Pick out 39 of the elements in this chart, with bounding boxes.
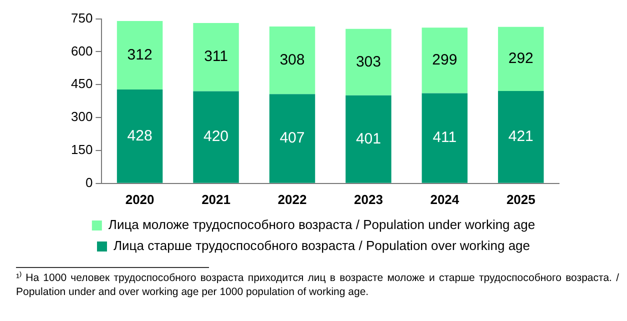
y-tick-label: 150 xyxy=(70,142,93,158)
bar xyxy=(269,94,316,183)
bar xyxy=(193,22,239,92)
data-label: 401 xyxy=(356,130,381,148)
data-label: 312 xyxy=(127,46,152,64)
bar xyxy=(422,28,468,94)
bar xyxy=(116,20,163,90)
y-tick-label: 300 xyxy=(70,109,93,124)
data-label: 428 xyxy=(127,127,152,144)
x-tick-label: 2022 xyxy=(278,192,307,207)
data-label: 411 xyxy=(432,129,457,146)
data-label: 299 xyxy=(432,52,458,69)
data-label: 407 xyxy=(280,130,305,147)
y-tick-label: 600 xyxy=(70,43,93,58)
bar xyxy=(346,95,392,183)
x-tick-label: 2024 xyxy=(430,192,460,207)
x-tick-label: 2020 xyxy=(125,192,154,207)
data-label: 308 xyxy=(280,51,305,68)
legend-label: Лица старше трудоспособного возраста / Population over working age xyxy=(113,238,530,254)
bar xyxy=(422,93,468,183)
text: ¹⁾ На 1000 человек трудоспособного возраста приходится лиц в возрасте моложе и старше трудоспособного возраста. / Population under and over working age per 1000 population of working age. xyxy=(16,271,619,299)
data-label: 303 xyxy=(356,53,381,70)
bar xyxy=(116,89,163,183)
y-tick-label: 450 xyxy=(70,76,93,92)
data-label: 311 xyxy=(204,48,228,66)
y-tick-label: 0 xyxy=(85,174,93,190)
legend-label: Лица моложе трудоспособного возраста / Population under working age xyxy=(108,217,536,232)
bar xyxy=(498,91,544,183)
data-label: 421 xyxy=(508,128,534,146)
x-tick-label: 2021 xyxy=(202,192,230,207)
bar xyxy=(269,26,316,94)
data-label: 292 xyxy=(508,50,534,68)
data-label: 420 xyxy=(204,128,229,146)
bar xyxy=(498,26,544,92)
x-tick-label: 2025 xyxy=(506,192,536,207)
y-tick-label: 750 xyxy=(70,10,93,26)
bar xyxy=(346,28,392,96)
bar xyxy=(193,91,239,183)
x-tick-label: 2023 xyxy=(354,192,383,207)
